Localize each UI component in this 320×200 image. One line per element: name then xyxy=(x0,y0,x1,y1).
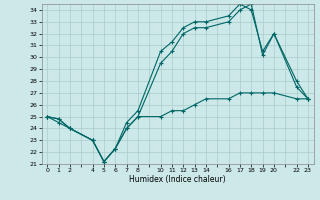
X-axis label: Humidex (Indice chaleur): Humidex (Indice chaleur) xyxy=(129,175,226,184)
